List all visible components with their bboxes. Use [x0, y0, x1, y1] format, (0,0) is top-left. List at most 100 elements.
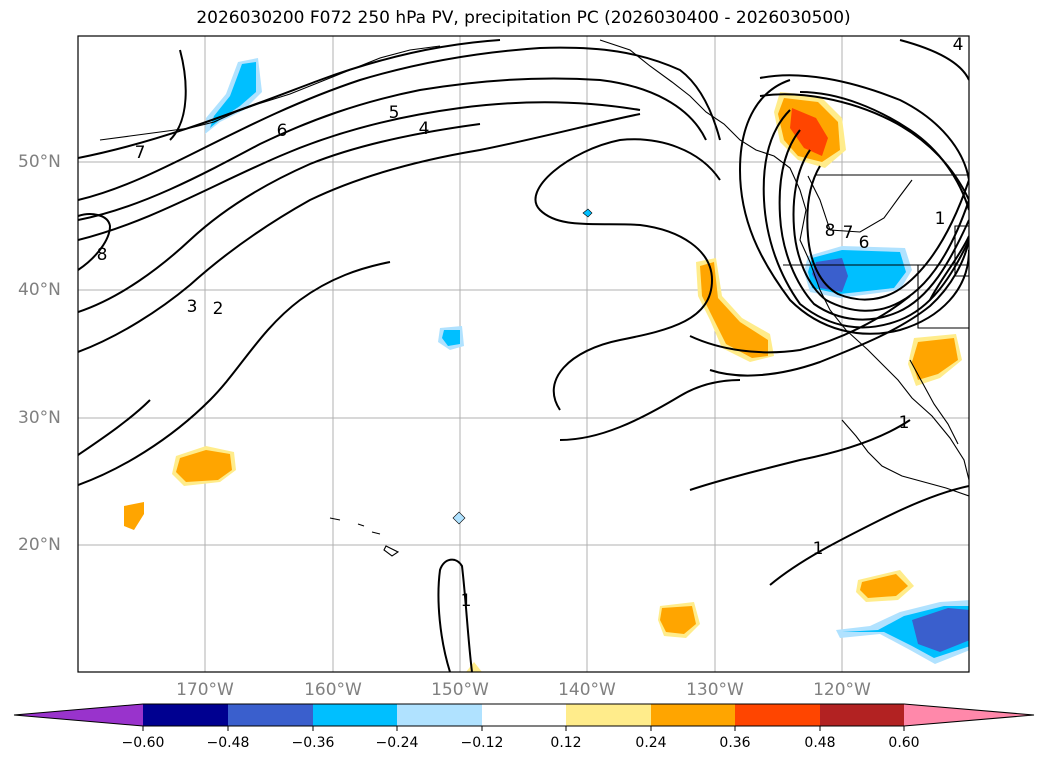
precip-shading [124, 58, 969, 672]
lon-label: 140°W [558, 680, 616, 700]
coast-gulf-ca [841, 419, 969, 497]
contour-label: 6 [277, 121, 288, 141]
colorbar-tick-label: 0.48 [804, 735, 836, 751]
contour-label: 1 [935, 209, 946, 229]
pv-contour-7-north [78, 39, 501, 159]
pv-contour-1-west [78, 399, 151, 456]
pv-contour-1-trough [534, 138, 721, 411]
pv-contour-4-top [899, 39, 969, 81]
pv-contour-ridge-5 [806, 165, 969, 301]
colorbar-tick-label: −0.12 [460, 735, 504, 751]
contour-label: 3 [187, 297, 198, 317]
contour-labels: 7 6 5 4 8 3 2 1 1 8 7 6 1 1 4 [97, 35, 964, 611]
precip-small-pos [124, 502, 144, 530]
colorbar-tick-label: 0.60 [888, 735, 920, 751]
coast-inland [807, 175, 913, 233]
precip-hi-neg-core [442, 330, 460, 346]
pv-contour-ridge [689, 419, 911, 491]
contour-label: 1 [461, 591, 472, 611]
lon-label: 160°W [304, 680, 362, 700]
pv-contour-ridge-8 [759, 74, 969, 181]
pv-contour-1-south [437, 558, 473, 672]
coast-continental [783, 174, 969, 329]
precip-ca-coast-pos-core [700, 262, 768, 358]
pv-contour-3 [78, 123, 481, 313]
pv-contour-8-west [78, 213, 112, 271]
lat-label: 20°N [18, 535, 61, 555]
coastlines [99, 39, 969, 557]
precip-tiny-neg-1 [582, 208, 593, 218]
lon-label: 120°W [813, 680, 871, 700]
pv-contour-ridge-4 [792, 149, 969, 312]
map-title: 2026030200 F072 250 hPa PV, precipitatio… [196, 8, 851, 28]
contour-label: 8 [97, 245, 108, 265]
colorbar-extend-low [14, 704, 143, 726]
precip-bc-pos-core [790, 108, 828, 156]
coast-hawaii [329, 517, 400, 557]
colorbar-bin [566, 704, 651, 726]
contour-label: 4 [419, 119, 430, 139]
pv-contour-6 [78, 46, 721, 201]
colorbar-bin [313, 704, 397, 726]
pv-contour-1-subtrop [78, 261, 391, 486]
map-frame [77, 35, 970, 673]
lon-label: 170°W [176, 680, 234, 700]
precip-tiny-neg-2 [452, 511, 466, 525]
precip-se-neg-core [912, 608, 969, 652]
colorbar-bin [820, 704, 904, 726]
colorbar-tick-label: 0.12 [550, 735, 582, 751]
pv-contour-ridge-7 [689, 295, 911, 354]
colorbar-bin [143, 704, 228, 726]
precip-baja-pos-core [912, 338, 958, 380]
pv-contour-1-se [769, 485, 969, 586]
colorbar [13, 703, 1035, 731]
lat-label: 30°N [18, 408, 61, 428]
pv-contour-ridge-6 [709, 239, 969, 377]
colorbar-tick-label: 0.24 [635, 735, 667, 751]
pv-contour-ridge-2 [762, 109, 969, 329]
lon-label: 130°W [686, 680, 744, 700]
colorbar-bin [651, 704, 735, 726]
colorbar-tick-label: −0.24 [375, 735, 419, 751]
pv-contour-ridge-1 [738, 79, 969, 335]
lat-label: 50°N [18, 152, 61, 172]
colorbar-extend-high [904, 704, 1034, 726]
contour-label: 7 [843, 223, 854, 243]
precip-oregon-neg-core [812, 258, 848, 292]
colorbar-tick-label: −0.60 [121, 735, 165, 751]
pv-contour-7-west [169, 49, 187, 141]
contour-label: 4 [953, 35, 964, 55]
pv-contour-1-sw [559, 379, 741, 441]
pv-contour-2 [78, 113, 641, 353]
lat-label: 40°N [18, 280, 61, 300]
colorbar-bin [482, 704, 566, 726]
colorbar-tick-label: 0.36 [719, 735, 751, 751]
contour-label: 6 [859, 233, 870, 253]
contour-label: 8 [825, 221, 836, 241]
colorbar-tick-label: −0.36 [291, 735, 335, 751]
contour-label: 1 [813, 539, 824, 559]
coast-se-alaska-bc [599, 39, 969, 481]
precip-mx-pos-core [860, 574, 908, 598]
pv-contour-1-e [929, 235, 969, 301]
contour-label: 5 [389, 103, 400, 123]
coast-baja [909, 359, 959, 445]
pv-contour-5 [78, 77, 707, 221]
contour-label: 1 [899, 413, 910, 433]
contour-label: 7 [135, 143, 146, 163]
colorbar-bin [397, 704, 482, 726]
precip-alaska-neg-core [210, 62, 256, 128]
pv-contour-ridge-3 [778, 129, 969, 321]
colorbar-bin [735, 704, 820, 726]
pv-contours [78, 39, 969, 672]
pv-contour-4 [78, 101, 641, 241]
contour-label: 2 [213, 299, 224, 319]
lon-label: 150°W [431, 680, 489, 700]
colorbar-tick-label: −0.48 [206, 735, 250, 751]
precip-subtrop-pos-core [176, 450, 232, 482]
colorbar-bin [228, 704, 313, 726]
precip-sw-pos-core [660, 606, 696, 634]
pv-contour-ridge-10 [799, 91, 969, 211]
precip-tiny-pos [466, 662, 482, 672]
